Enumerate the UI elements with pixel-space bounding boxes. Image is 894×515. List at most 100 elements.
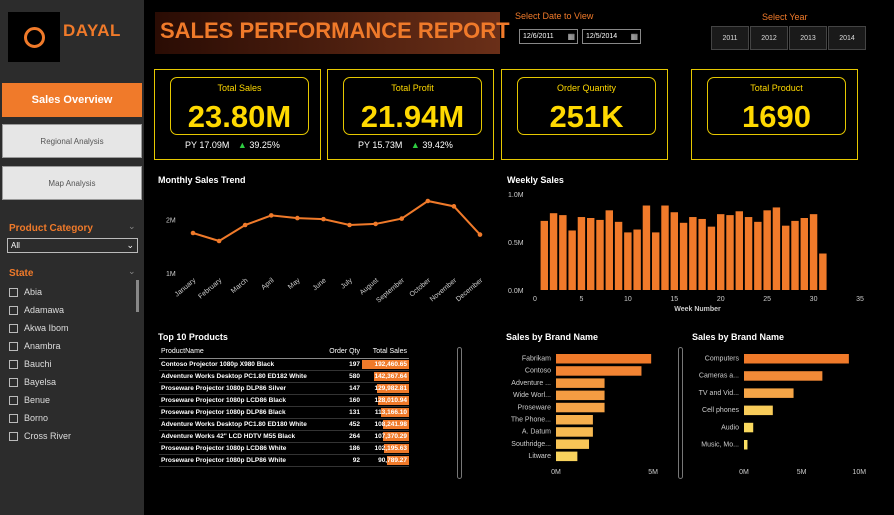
table-row[interactable]: Proseware Projector 1080p DLP86 Black 131… [159, 406, 409, 419]
category-bar[interactable] [556, 415, 593, 425]
col-order-qty[interactable]: Order Qty [324, 345, 362, 359]
week-bar[interactable] [679, 222, 688, 290]
state-option[interactable]: Akwa Ibom [9, 319, 71, 337]
state-option[interactable]: Anambra [9, 337, 71, 355]
chevron-down-icon[interactable]: ⌄ [128, 221, 136, 231]
week-bar[interactable] [791, 220, 799, 290]
week-bar[interactable] [605, 210, 613, 290]
week-bar[interactable] [652, 232, 660, 290]
category-bar[interactable] [556, 390, 605, 401]
week-bar[interactable] [689, 217, 697, 290]
week-bar[interactable] [568, 230, 576, 290]
week-bar[interactable] [596, 219, 604, 290]
week-bar[interactable] [763, 210, 771, 290]
checkbox[interactable] [9, 359, 18, 369]
year-button-2014[interactable]: 2014 [828, 26, 866, 50]
trend-point[interactable] [295, 215, 300, 221]
nav-map-analysis[interactable]: Map Analysis [2, 166, 142, 200]
trend-point[interactable] [425, 198, 431, 204]
checkbox[interactable] [9, 287, 18, 297]
category-bar[interactable] [744, 354, 849, 364]
checkbox[interactable] [9, 413, 18, 423]
calendar-icon[interactable]: ▦ [630, 32, 638, 41]
category-bar[interactable] [556, 366, 642, 376]
date-to-input[interactable]: 12/5/2014 ▦ [582, 29, 641, 44]
state-option[interactable]: Bauchi [9, 355, 71, 373]
product-category-dropdown[interactable]: All ⌄ [7, 238, 138, 253]
week-bar[interactable] [577, 217, 586, 290]
year-button-2012[interactable]: 2012 [750, 26, 788, 50]
week-bar[interactable] [661, 205, 669, 290]
table-scrollbar[interactable] [457, 347, 462, 479]
table-row[interactable]: Proseware Projector 1080p LCD86 White 186… [159, 442, 409, 455]
week-bar[interactable] [633, 229, 641, 290]
state-option[interactable]: Cross River [9, 427, 71, 445]
week-bar[interactable] [809, 214, 818, 290]
category-bar[interactable] [556, 427, 593, 437]
category-bar[interactable] [556, 354, 652, 364]
week-bar[interactable] [782, 225, 790, 290]
category-bar[interactable] [556, 451, 578, 462]
checkbox[interactable] [9, 341, 18, 351]
checkbox[interactable] [9, 431, 18, 441]
week-bar[interactable] [614, 221, 623, 290]
week-bar[interactable] [726, 215, 734, 290]
table-row[interactable]: Adventure Works Desktop PC1.80 ED180 Whi… [159, 418, 409, 431]
trend-point[interactable] [242, 222, 248, 228]
week-bar[interactable] [754, 221, 762, 290]
chevron-down-icon[interactable]: ⌄ [128, 266, 136, 276]
week-bar[interactable] [540, 220, 548, 290]
category-bar[interactable] [744, 371, 823, 381]
category-bar[interactable] [556, 378, 605, 388]
week-bar[interactable] [800, 218, 808, 290]
category-bar[interactable] [744, 388, 794, 398]
week-bar[interactable] [587, 218, 595, 290]
table-row[interactable]: Proseware Projector 1080p DLP86 Silver 14… [159, 382, 409, 395]
nav-sales-overview[interactable]: Sales Overview [2, 83, 142, 117]
trend-point[interactable] [216, 238, 222, 244]
week-bar[interactable] [772, 207, 781, 290]
date-from-input[interactable]: 12/6/2011 ▦ [519, 29, 578, 44]
week-bar[interactable] [698, 218, 706, 290]
state-scrollbar[interactable] [136, 280, 139, 312]
calendar-icon[interactable]: ▦ [567, 32, 575, 41]
week-bar[interactable] [670, 212, 678, 290]
state-option[interactable]: Benue [9, 391, 71, 409]
checkbox[interactable] [9, 395, 18, 405]
week-bar[interactable] [559, 215, 567, 290]
trend-point[interactable] [347, 222, 352, 228]
checkbox[interactable] [9, 305, 18, 315]
col-total-sales[interactable]: Total Sales [362, 345, 409, 359]
state-option[interactable]: Bayelsa [9, 373, 71, 391]
trend-point[interactable] [268, 213, 274, 218]
trend-point[interactable] [373, 221, 378, 227]
week-bar[interactable] [624, 232, 632, 290]
table-row[interactable]: Contoso Projector 1080p X980 Black 197 192… [159, 358, 409, 371]
table-row[interactable]: Adventure Works Desktop PC1.80 ED182 Whi… [159, 370, 409, 383]
category-bar[interactable] [744, 405, 773, 416]
trend-point[interactable] [399, 216, 405, 221]
table-row[interactable]: Proseware Projector 1080p LCD86 Black 160… [159, 394, 409, 407]
col-product-name[interactable]: ProductName [159, 345, 324, 359]
trend-point[interactable] [321, 216, 326, 222]
year-button-2013[interactable]: 2013 [789, 26, 827, 50]
nav-regional-analysis[interactable]: Regional Analysis [2, 124, 142, 158]
category-bar[interactable] [556, 402, 605, 413]
chart-scrollbar[interactable] [678, 347, 683, 479]
checkbox[interactable] [9, 323, 18, 333]
category-bar[interactable] [744, 422, 754, 433]
state-option[interactable]: Adamawa [9, 301, 71, 319]
year-button-2011[interactable]: 2011 [711, 26, 749, 50]
week-bar[interactable] [735, 211, 743, 290]
table-row[interactable]: Adventure Works 42" LCD HDTV M55 Black 26… [159, 430, 409, 443]
state-option[interactable]: Abia [9, 283, 71, 301]
week-bar[interactable] [819, 253, 827, 290]
state-option[interactable]: Borno [9, 409, 71, 427]
table-row[interactable]: Proseware Projector 1080p DLP86 White 92 9… [159, 454, 409, 467]
week-bar[interactable] [717, 214, 725, 290]
checkbox[interactable] [9, 377, 18, 387]
category-bar[interactable] [556, 439, 590, 449]
week-bar[interactable] [744, 217, 753, 290]
week-bar[interactable] [707, 226, 716, 290]
week-bar[interactable] [642, 205, 651, 290]
